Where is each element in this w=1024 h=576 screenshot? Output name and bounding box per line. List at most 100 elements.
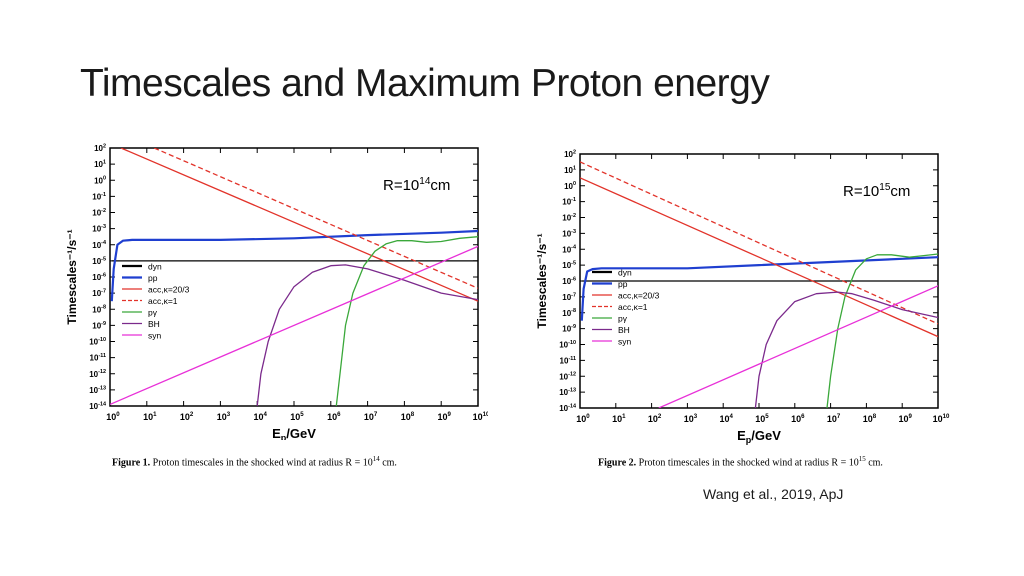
chart2-x-axis-label: Ep/GeV [737, 428, 781, 445]
chart2-y-tick-label--14: 10-14 [559, 403, 576, 413]
chart1-x-tick-label-0: 100 [106, 411, 120, 422]
chart1-x-tick-label-9: 109 [437, 411, 451, 422]
chart1-x-tick-label-8: 108 [401, 411, 415, 422]
chart1-series-6-line [110, 245, 478, 405]
chart2-y-tick-label--6: 10-6 [562, 276, 576, 286]
chart-2-timescales-R15: 100 101 102 103 104 105 106 107 108 109 1010 102 101… [535, 149, 950, 445]
citation: Wang et al., 2019, ApJ [703, 486, 844, 502]
chart2-legend-label-3: acc,κ=1 [618, 302, 648, 312]
chart1-x-tick-label-1: 101 [143, 411, 157, 422]
chart2-series-group [580, 161, 938, 408]
chart1-y-tick-label--12: 10-12 [89, 369, 106, 379]
chart1-y-tick-label--6: 10-6 [92, 272, 106, 282]
chart1-y-tick-label--3: 10-3 [92, 224, 106, 234]
chart2-x-tick-label-9: 109 [898, 413, 912, 424]
chart1-series-2-line [120, 148, 478, 302]
figure-2-caption-tail: cm. [865, 457, 883, 469]
chart1-y-tick-label--1: 10-1 [92, 192, 106, 202]
figure-1-caption-label: Figure 1. [112, 457, 151, 469]
chart1-series-5-line [256, 264, 478, 406]
chart2-y-tick-label--9: 10-9 [562, 324, 576, 334]
chart1-x-tick-label-6: 106 [327, 411, 341, 422]
chart2-y-tick-label--8: 10-8 [562, 308, 576, 318]
chart2-legend-label-4: pγ [618, 314, 628, 324]
chart2-y-tick-label--3: 10-3 [562, 229, 576, 239]
chart2-y-tick-label--10: 10-10 [559, 340, 576, 350]
chart1-legend-label-4: pγ [148, 308, 158, 318]
chart1-series-1-line [110, 229, 478, 302]
chart2-y-tick-label-0: 100 [564, 181, 576, 191]
chart2-x-tick-label-7: 107 [827, 413, 841, 424]
chart2-x-tick-label-5: 105 [755, 413, 769, 424]
chart1-legend-label-0: dyn [148, 262, 162, 272]
chart1-plot-frame [109, 147, 479, 407]
chart1-series-group [110, 148, 478, 406]
chart2-legend-label-5: BH [618, 325, 630, 335]
chart2-y-tick-label--7: 10-7 [562, 292, 576, 302]
chart2-legend-label-6: syn [618, 337, 632, 347]
chart1-y-tick-label--5: 10-5 [92, 256, 106, 266]
chart1-y-tick-label--7: 10-7 [92, 289, 106, 299]
chart2-y-tick-label--5: 10-5 [562, 261, 576, 271]
chart1-y-tick-label--11: 10-11 [90, 353, 106, 363]
chart1-y-tick-label--9: 10-9 [92, 321, 106, 331]
chart2-x-tick-label-2: 102 [648, 413, 662, 424]
chart2-x-tick-label-3: 103 [684, 413, 698, 424]
chart2-y-tick-label--11: 10-11 [560, 356, 576, 366]
chart2-y-tick-label--2: 10-2 [562, 213, 576, 223]
figure-2-caption-label: Figure 2. [598, 457, 637, 469]
chart2-y-tick-label-1: 101 [564, 165, 576, 175]
chart2-x-tick-label-0: 100 [576, 413, 590, 424]
figure-2-caption-text: Proton timescales in the shocked wind at… [638, 457, 859, 469]
figure-1-caption-tail: cm. [379, 457, 397, 469]
chart2-y-tick-label--4: 10-4 [562, 245, 576, 255]
chart1-x-tick-label-5: 105 [290, 411, 304, 422]
chart2-legend-label-0: dyn [618, 268, 632, 278]
chart2-y-axis-label: Timescales⁻¹/s⁻¹ [535, 233, 549, 328]
chart1-x-tick-label-10: 1010 [473, 411, 488, 422]
chart2-y-tick-label--1: 10-1 [562, 197, 576, 207]
chart2-series-5-line [754, 291, 938, 408]
figure-1-caption: Figure 1. Proton timescales in the shock… [112, 455, 397, 468]
chart1-radius-annotation: R=1014cm [383, 176, 450, 194]
chart1-series-3-line [153, 148, 478, 289]
chart2-series-1-line [580, 256, 938, 321]
chart2-y-tick-label--12: 10-12 [559, 372, 576, 382]
chart1-y-tick-label--4: 10-4 [92, 240, 106, 250]
chart1-legend-label-3: acc,κ=1 [148, 296, 178, 306]
chart1-x-tick-label-2: 102 [180, 411, 194, 422]
figure-1-caption-exp: 14 [372, 455, 380, 463]
chart2-x-tick-label-10: 1010 [933, 413, 950, 424]
chart2-x-tick-label-1: 101 [612, 413, 626, 424]
chart1-y-axis-label: Timescales⁻¹/s⁻¹ [65, 229, 79, 324]
chart2-series-4-line [826, 253, 938, 408]
chart1-series-4-line [335, 236, 478, 406]
chart2-series-3-line [580, 161, 938, 325]
figure-2-caption-exp: 15 [858, 455, 866, 463]
chart2-y-tick-label--13: 10-13 [559, 388, 576, 398]
chart2-x-tick-label-4: 104 [719, 413, 733, 424]
chart1-legend-label-6: syn [148, 331, 162, 341]
chart1-y-tick-label-1: 101 [94, 160, 106, 170]
chart2-radius-annotation: R=1015cm [843, 182, 910, 200]
figure-2: 100 101 102 103 104 105 106 107 108 109 1010 102 101… [518, 146, 958, 446]
chart1-legend-label-1: pp [148, 273, 158, 283]
figure-2-caption: Figure 2. Proton timescales in the shock… [598, 455, 883, 468]
chart1-y-tick-label--2: 10-2 [92, 208, 106, 218]
chart1-x-tick-label-3: 103 [217, 411, 231, 422]
chart2-legend-label-1: pp [618, 279, 628, 289]
chart2-legend-label-2: acc,κ=20/3 [618, 291, 660, 301]
chart2-series-6-line [658, 285, 938, 408]
chart1-x-tick-label-4: 104 [253, 411, 267, 422]
figure-1-caption-text: Proton timescales in the shocked wind at… [152, 457, 373, 469]
figure-1: 100 101 102 103 104 105 106 107 108 109 1010 102 101… [48, 140, 488, 440]
chart-1-timescales-R14: 100 101 102 103 104 105 106 107 108 109 1010 102 101… [65, 143, 488, 440]
chart2-series-2-line [580, 177, 938, 338]
chart1-y-tick-label--8: 10-8 [92, 305, 106, 315]
chart1-y-tick-label--10: 10-10 [89, 337, 106, 347]
chart1-y-tick-label--13: 10-13 [89, 385, 106, 395]
chart2-x-tick-label-6: 106 [791, 413, 805, 424]
chart1-x-axis-label: Ep/GeV [272, 426, 316, 440]
chart1-legend-label-2: acc,κ=20/3 [148, 285, 190, 295]
chart1-y-tick-label--14: 10-14 [89, 401, 106, 411]
